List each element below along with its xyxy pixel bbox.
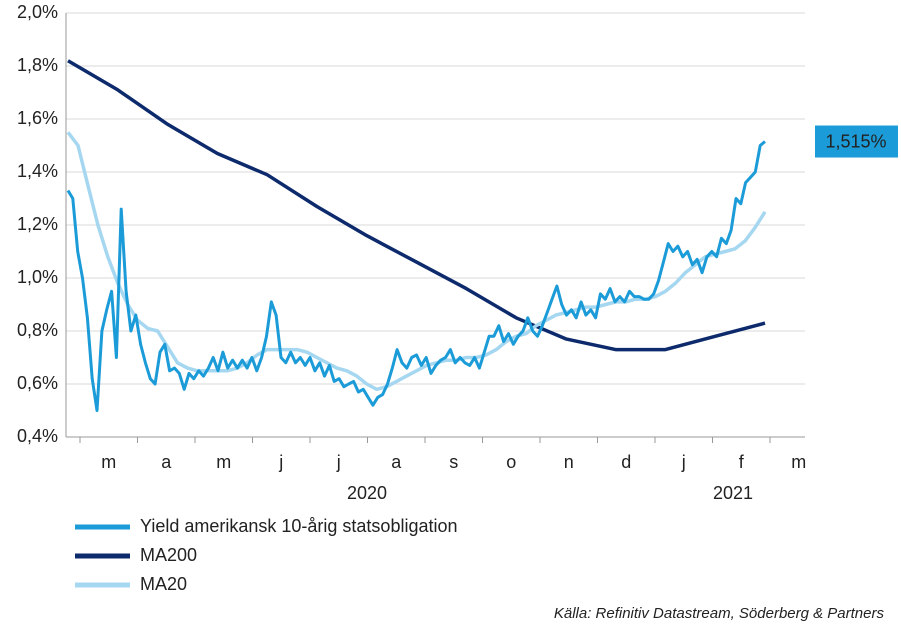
y-tick-label: 1,2% [17,214,58,234]
y-tick-label: 0,4% [17,426,58,446]
x-tick-label: m [101,452,116,472]
y-tick-label: 1,4% [17,161,58,181]
year-label: 2020 [347,483,387,503]
x-tick-label: m [791,452,806,472]
x-tick-label: d [621,452,631,472]
line-series [66,140,766,412]
y-tick-label: 1,6% [17,108,58,128]
x-tick-label: f [739,452,745,472]
line-series [67,59,766,352]
x-tick-label: a [391,452,402,472]
x-tick-label: n [564,452,574,472]
legend-label: MA20 [140,574,187,594]
legend-label: Yield amerikansk 10-årig statsobligation [140,516,458,536]
x-tick-label: j [278,452,283,472]
y-tick-label: 2,0% [17,2,58,22]
y-tick-label: 0,8% [17,320,58,340]
x-tick-label: j [681,452,686,472]
x-tick-label: m [216,452,231,472]
legend-label: MA200 [140,545,197,565]
x-tick-label: j [336,452,341,472]
x-tick-label: s [449,452,458,472]
value-box [815,125,898,158]
y-tick-label: 1,0% [17,267,58,287]
x-tick-label: a [161,452,172,472]
y-tick-label: 1,8% [17,55,58,75]
source: Källa: Refinitiv Datastream, Söderberg &… [554,605,885,622]
year-label: 2021 [713,483,753,503]
value-box-label: 1,515% [825,131,886,151]
y-tick-label: 0,6% [17,373,58,393]
x-tick-label: o [506,452,516,472]
